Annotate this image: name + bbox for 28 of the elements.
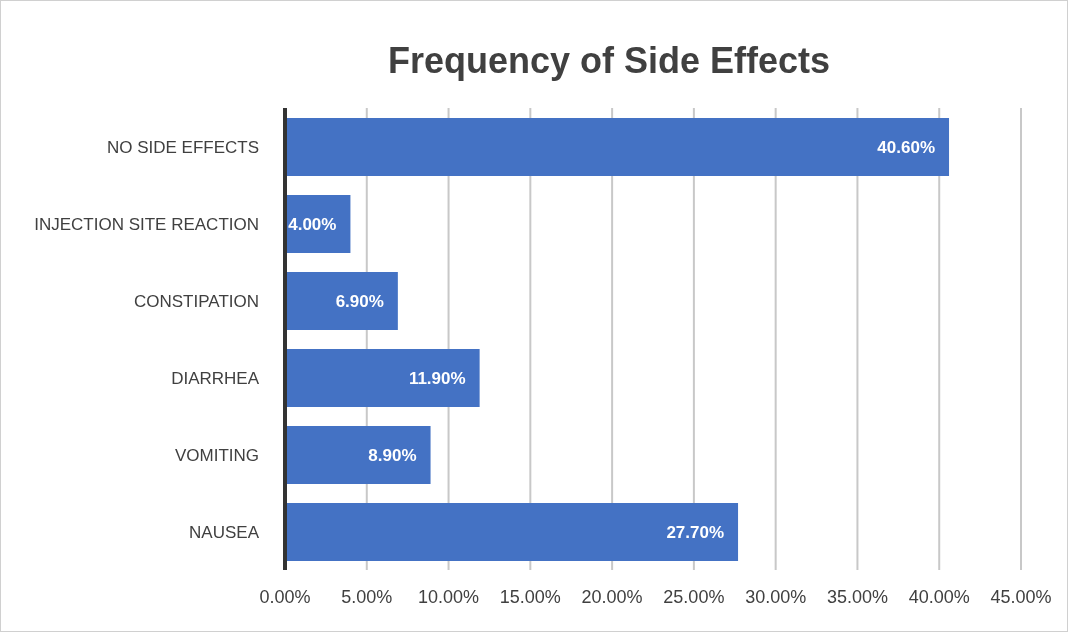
x-tick-label: 35.00% xyxy=(826,586,888,607)
x-tick-label: 0.00% xyxy=(259,586,311,607)
bar xyxy=(285,272,398,330)
bar xyxy=(285,426,431,484)
x-tick-label: 5.00% xyxy=(341,586,393,607)
data-label: 8.90% xyxy=(368,445,417,465)
y-tick-label: DIARRHEA xyxy=(171,368,260,388)
y-tick-label: INJECTION SITE REACTION xyxy=(34,214,259,234)
x-tick-label: 15.00% xyxy=(499,586,561,607)
data-label: 11.90% xyxy=(408,368,466,388)
bar xyxy=(285,503,739,561)
y-tick-label: NAUSEA xyxy=(189,522,260,542)
y-tick-label: CONSTIPATION xyxy=(134,291,259,311)
data-label: 6.90% xyxy=(335,291,384,311)
x-tick-label: 40.00% xyxy=(908,586,970,607)
x-tick-label: 20.00% xyxy=(581,586,643,607)
data-label: 40.60% xyxy=(877,137,936,157)
x-tick-label: 30.00% xyxy=(745,586,807,607)
bar xyxy=(285,118,950,176)
x-tick-label: 25.00% xyxy=(663,586,725,607)
y-tick-label: NO SIDE EFFECTS xyxy=(106,137,259,157)
bar xyxy=(285,349,480,407)
x-tick-label: 10.00% xyxy=(418,586,480,607)
data-label: 4.00% xyxy=(288,214,337,234)
y-tick-label: VOMITING xyxy=(174,445,259,465)
data-label: 27.70% xyxy=(666,522,725,542)
x-tick-label: 45.00% xyxy=(990,586,1052,607)
chart-title: Frequency of Side Effects xyxy=(386,40,832,82)
